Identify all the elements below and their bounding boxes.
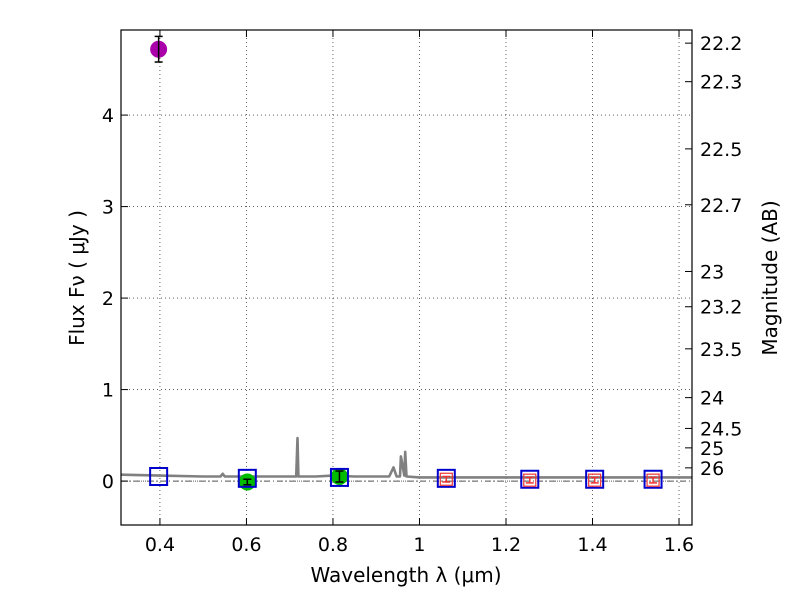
y2-tick-label: 23.5 <box>700 339 742 361</box>
y2-tick-label: 26 <box>700 458 724 480</box>
grid-lines <box>121 30 692 525</box>
plot-area <box>120 35 692 491</box>
x-tick-label: 1.4 <box>577 534 607 556</box>
y2-tick-label: 23.2 <box>700 297 742 319</box>
x-tick-label: 1.2 <box>491 534 521 556</box>
x-tick-label: 1 <box>413 534 425 556</box>
x-tick-label: 0.4 <box>145 534 175 556</box>
x-tick-label: 1.6 <box>664 534 694 556</box>
upper-limit-photometry-marker <box>523 473 537 487</box>
y2-tick-label: 22.3 <box>700 72 742 94</box>
model-bandpass-marker <box>520 469 540 489</box>
model-bandpass-marker <box>149 467 169 487</box>
y2-tick-label: 22.7 <box>700 195 742 217</box>
y2-tick-label: 24 <box>700 388 724 410</box>
x-axis-label: Wavelength λ (μm) <box>310 563 501 587</box>
model-bandpass-marker <box>585 469 605 489</box>
y2-tick-label: 23 <box>700 261 724 283</box>
y-tick-label: 4 <box>102 105 114 127</box>
y-tick-label: 2 <box>102 288 114 310</box>
y2-tick-label: 24.5 <box>700 418 742 440</box>
upper-limit-photometry-marker <box>439 472 453 486</box>
y2-axis-label: Magnitude (AB) <box>758 200 782 355</box>
model-bandpass-marker <box>237 468 257 488</box>
x-tick-label: 0.8 <box>318 534 348 556</box>
y2-tick-label: 25 <box>700 438 724 460</box>
y-tick-label: 0 <box>102 471 114 493</box>
model-bandpass-marker <box>436 468 456 488</box>
y-tick-label: 1 <box>102 380 114 402</box>
y-axis-label: Flux Fν ( μJy ) <box>65 210 89 346</box>
axes-frame <box>120 29 693 526</box>
y2-tick-label: 22.5 <box>700 139 742 161</box>
y-tick-label: 3 <box>102 197 114 219</box>
x-tick-label: 0.6 <box>231 534 261 556</box>
axis-ticks: 0.4 0.6 0.8 1 1.2 1.4 1.60123422.222.322.522.7… <box>102 30 742 556</box>
y2-tick-label: 22.2 <box>700 33 742 55</box>
model-bandpass-marker <box>643 469 663 489</box>
upper-limit-photometry-marker <box>588 473 602 487</box>
upper-limit-photometry-marker <box>646 473 660 487</box>
model-bandpass-marker <box>329 467 349 487</box>
